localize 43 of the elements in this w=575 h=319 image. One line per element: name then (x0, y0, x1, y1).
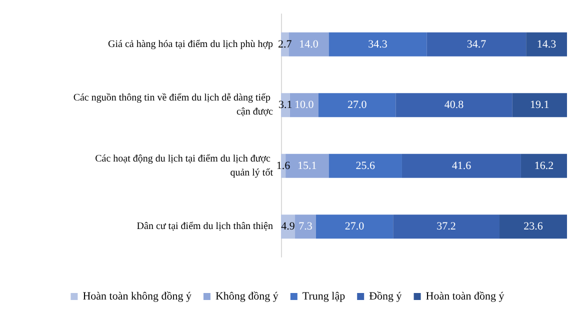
data-label: 25.6 (356, 160, 376, 172)
data-label: 34.7 (466, 38, 487, 50)
bar (526, 32, 567, 56)
data-label: 10.0 (294, 99, 314, 112)
bar (290, 93, 318, 118)
bar (295, 214, 316, 239)
data-label: 1.6 (276, 160, 291, 172)
legend-label: Đồng ý (369, 290, 402, 302)
data-label: 4.9 (281, 220, 296, 233)
bar (316, 214, 394, 239)
bar (520, 154, 567, 178)
bar (396, 93, 512, 118)
bar (318, 93, 396, 118)
bar (500, 214, 567, 239)
y-tick-label: Giá cả hàng hóa tại điểm du lịch phù hợp (108, 38, 273, 50)
data-label: 14.0 (299, 38, 319, 50)
data-label: 2.7 (278, 38, 292, 50)
data-label: 27.0 (347, 99, 368, 112)
data-label: 41.6 (452, 160, 472, 172)
bar (512, 93, 567, 118)
data-label: 40.8 (444, 99, 464, 112)
legend-label: Không đồng ý (215, 290, 279, 302)
bar (328, 154, 402, 178)
data-label: 3.1 (278, 99, 292, 112)
data-label: 27.0 (344, 220, 365, 233)
legend-label: Hoàn toàn đồng ý (426, 290, 505, 302)
data-label: 19.1 (530, 99, 550, 112)
legend-label: Trung lập (302, 290, 346, 302)
bar (393, 214, 500, 239)
data-label: 14.3 (536, 38, 557, 50)
y-tick-label: Các hoạt động du lịch tại điểm du lịch được quản lý tốt (95, 153, 274, 178)
data-label: 37.2 (436, 220, 456, 233)
data-label: 34.3 (368, 38, 388, 50)
y-tick-label: Dân cư tại điểm du lịch thân thiện (136, 221, 273, 232)
data-label: 23.6 (524, 220, 544, 233)
legend-label: Hoàn toàn không đồng ý (82, 290, 192, 302)
data-label: 15.1 (298, 160, 317, 172)
bar (328, 32, 427, 56)
bar (426, 32, 526, 56)
data-label: 16.2 (534, 160, 554, 172)
bar (402, 154, 521, 178)
data-label: 7.3 (298, 220, 313, 233)
y-tick-label: Các nguồn thông tin về điểm du lịch dễ dàng tiếp cận được (73, 92, 274, 118)
